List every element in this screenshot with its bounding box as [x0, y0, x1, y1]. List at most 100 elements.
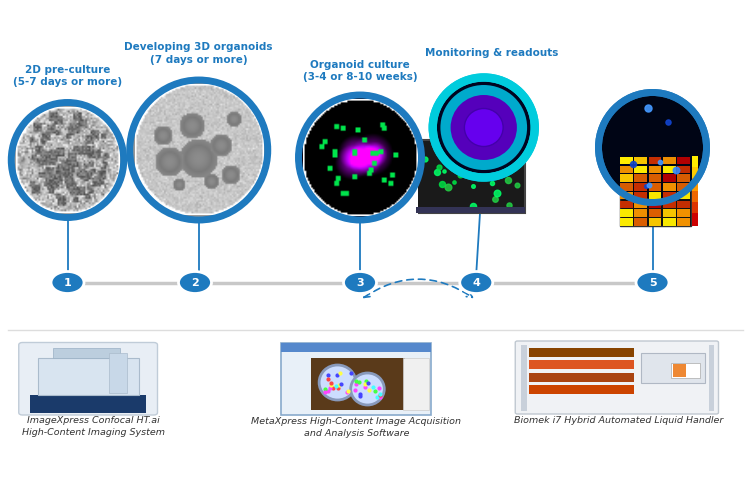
FancyBboxPatch shape [692, 158, 698, 160]
FancyBboxPatch shape [692, 210, 698, 213]
FancyBboxPatch shape [692, 171, 698, 173]
FancyBboxPatch shape [692, 208, 698, 210]
FancyBboxPatch shape [620, 210, 633, 217]
FancyBboxPatch shape [692, 195, 698, 198]
FancyBboxPatch shape [677, 183, 690, 190]
Text: 1: 1 [64, 278, 71, 287]
FancyBboxPatch shape [529, 348, 634, 356]
FancyBboxPatch shape [663, 166, 676, 173]
Ellipse shape [351, 373, 384, 405]
Circle shape [51, 272, 84, 293]
Ellipse shape [433, 78, 535, 178]
FancyBboxPatch shape [634, 183, 647, 190]
Ellipse shape [320, 365, 356, 400]
FancyBboxPatch shape [649, 157, 662, 164]
Ellipse shape [130, 80, 268, 220]
FancyBboxPatch shape [692, 178, 698, 180]
FancyBboxPatch shape [692, 192, 698, 196]
FancyBboxPatch shape [692, 197, 698, 200]
FancyBboxPatch shape [649, 166, 662, 173]
Ellipse shape [598, 92, 706, 202]
FancyBboxPatch shape [634, 166, 647, 173]
Circle shape [636, 272, 669, 293]
FancyBboxPatch shape [620, 200, 633, 208]
FancyBboxPatch shape [692, 162, 698, 164]
FancyBboxPatch shape [19, 342, 158, 415]
FancyBboxPatch shape [692, 156, 698, 158]
Text: ImageXpress Confocal HT.ai
High-Content Imaging System: ImageXpress Confocal HT.ai High-Content … [22, 416, 165, 437]
FancyBboxPatch shape [663, 174, 676, 182]
FancyBboxPatch shape [649, 192, 662, 200]
FancyBboxPatch shape [692, 216, 698, 220]
FancyBboxPatch shape [634, 174, 647, 182]
FancyBboxPatch shape [692, 212, 698, 215]
Circle shape [344, 272, 376, 293]
FancyBboxPatch shape [529, 385, 634, 394]
Text: MetaXpress High-Content Image Acquisition
and Analysis Software: MetaXpress High-Content Image Acquisitio… [251, 418, 461, 438]
FancyBboxPatch shape [677, 218, 690, 226]
FancyBboxPatch shape [620, 183, 633, 190]
FancyBboxPatch shape [649, 174, 662, 182]
FancyBboxPatch shape [38, 358, 139, 395]
Ellipse shape [464, 108, 503, 146]
FancyBboxPatch shape [692, 214, 698, 217]
FancyBboxPatch shape [281, 342, 431, 351]
Text: Developing 3D organoids
(7 days or more): Developing 3D organoids (7 days or more) [124, 42, 273, 65]
FancyBboxPatch shape [692, 186, 698, 189]
FancyBboxPatch shape [311, 358, 405, 410]
FancyBboxPatch shape [634, 192, 647, 200]
FancyBboxPatch shape [529, 372, 634, 382]
FancyBboxPatch shape [692, 182, 698, 184]
Text: 2: 2 [191, 278, 199, 287]
Ellipse shape [11, 102, 124, 218]
FancyBboxPatch shape [403, 358, 429, 410]
FancyBboxPatch shape [515, 341, 718, 414]
FancyBboxPatch shape [692, 188, 698, 191]
FancyBboxPatch shape [692, 168, 698, 172]
FancyBboxPatch shape [649, 218, 662, 226]
FancyBboxPatch shape [649, 210, 662, 217]
FancyBboxPatch shape [677, 166, 690, 173]
FancyBboxPatch shape [521, 345, 526, 411]
Text: 5: 5 [649, 278, 656, 287]
FancyBboxPatch shape [692, 202, 698, 204]
FancyBboxPatch shape [663, 192, 676, 200]
FancyBboxPatch shape [30, 395, 146, 412]
FancyBboxPatch shape [663, 157, 676, 164]
FancyBboxPatch shape [692, 204, 698, 206]
FancyBboxPatch shape [709, 345, 714, 411]
FancyBboxPatch shape [692, 180, 698, 182]
FancyBboxPatch shape [663, 200, 676, 208]
FancyBboxPatch shape [649, 183, 662, 190]
FancyBboxPatch shape [109, 352, 128, 393]
Text: Organoid culture
(3-4 or 8-10 weeks): Organoid culture (3-4 or 8-10 weeks) [303, 60, 417, 82]
FancyBboxPatch shape [663, 210, 676, 217]
FancyBboxPatch shape [677, 157, 690, 164]
FancyBboxPatch shape [677, 200, 690, 208]
FancyBboxPatch shape [671, 362, 700, 378]
Circle shape [178, 272, 212, 293]
Ellipse shape [440, 85, 527, 170]
FancyBboxPatch shape [620, 192, 633, 200]
FancyBboxPatch shape [641, 352, 705, 382]
FancyBboxPatch shape [634, 200, 647, 208]
FancyBboxPatch shape [692, 219, 698, 222]
FancyBboxPatch shape [677, 210, 690, 217]
Text: Monitoring & readouts: Monitoring & readouts [424, 48, 558, 58]
FancyBboxPatch shape [692, 199, 698, 202]
FancyBboxPatch shape [620, 174, 633, 182]
FancyBboxPatch shape [620, 218, 633, 226]
Circle shape [460, 272, 493, 293]
FancyBboxPatch shape [529, 360, 634, 369]
FancyBboxPatch shape [634, 218, 647, 226]
FancyBboxPatch shape [677, 192, 690, 200]
FancyBboxPatch shape [620, 157, 633, 164]
FancyBboxPatch shape [634, 210, 647, 217]
FancyBboxPatch shape [692, 173, 698, 176]
FancyBboxPatch shape [692, 160, 698, 162]
FancyBboxPatch shape [677, 174, 690, 182]
FancyBboxPatch shape [663, 218, 676, 226]
FancyBboxPatch shape [692, 184, 698, 186]
FancyBboxPatch shape [416, 140, 525, 212]
FancyBboxPatch shape [281, 342, 431, 415]
